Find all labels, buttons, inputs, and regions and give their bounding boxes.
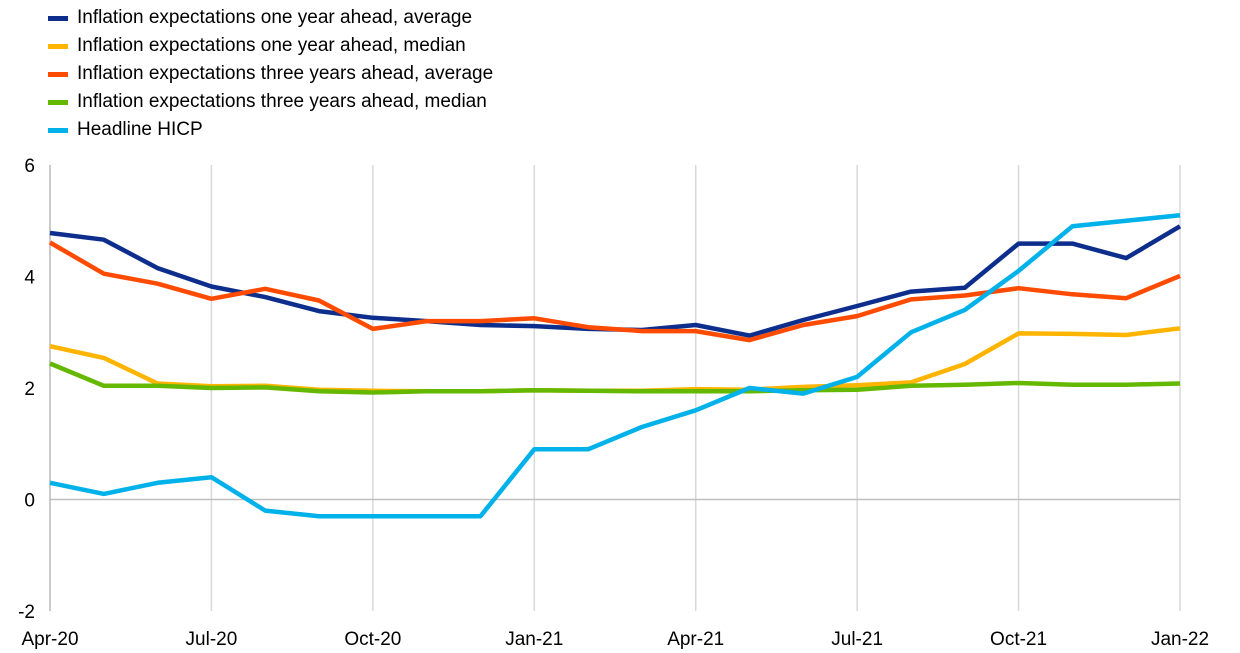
legend-swatch [48, 15, 68, 21]
series-lines [48, 212, 1182, 519]
x-tick-label: Jan-22 [1151, 629, 1209, 650]
tick-labels: -2 0 2 4 6 Apr-20 Jul-20 Oct-20 Jan-21 Apr-21 Jul-… [18, 156, 1209, 650]
x-tick-label: Jul-20 [186, 629, 238, 650]
legend-label: Headline HICP [77, 119, 203, 140]
legend: Inflation expectations one year ahead, a… [48, 4, 493, 144]
y-tick-label: 2 [24, 379, 35, 400]
y-tick-label: 4 [24, 268, 35, 289]
legend-item: Inflation expectations three years ahead… [48, 60, 493, 88]
legend-item: Inflation expectations one year ahead, m… [48, 32, 493, 60]
series-line-1 [49, 224, 1182, 338]
x-tick-label: Jan-21 [505, 629, 563, 650]
legend-label: Inflation expectations one year ahead, m… [77, 35, 466, 56]
x-tick-label: Apr-20 [21, 629, 78, 650]
x-tick-label: Oct-20 [344, 629, 401, 650]
legend-swatch [48, 99, 68, 105]
legend-item: Inflation expectations three years ahead… [48, 88, 493, 116]
y-tick-label: 6 [24, 156, 35, 177]
legend-label: Inflation expectations one year ahead, a… [77, 7, 473, 28]
legend-swatch [48, 43, 68, 49]
y-tick-label: 0 [24, 491, 35, 512]
legend-swatch [48, 71, 68, 77]
axes [49, 165, 1180, 611]
series-line-5 [49, 212, 1181, 519]
legend-item: Headline HICP [48, 116, 493, 144]
legend-label: Inflation expectations three years ahead… [77, 63, 494, 84]
x-tick-label: Apr-21 [667, 629, 724, 650]
x-tick-label: Jul-21 [831, 629, 883, 650]
series-line-4 [49, 361, 1181, 395]
legend-swatch [48, 127, 68, 133]
series-line-3 [48, 240, 1181, 343]
legend-item: Inflation expectations one year ahead, a… [48, 4, 493, 32]
x-tick-label: Oct-21 [990, 629, 1047, 650]
legend-label: Inflation expectations three years ahead… [77, 91, 487, 112]
y-tick-label: -2 [18, 602, 35, 623]
